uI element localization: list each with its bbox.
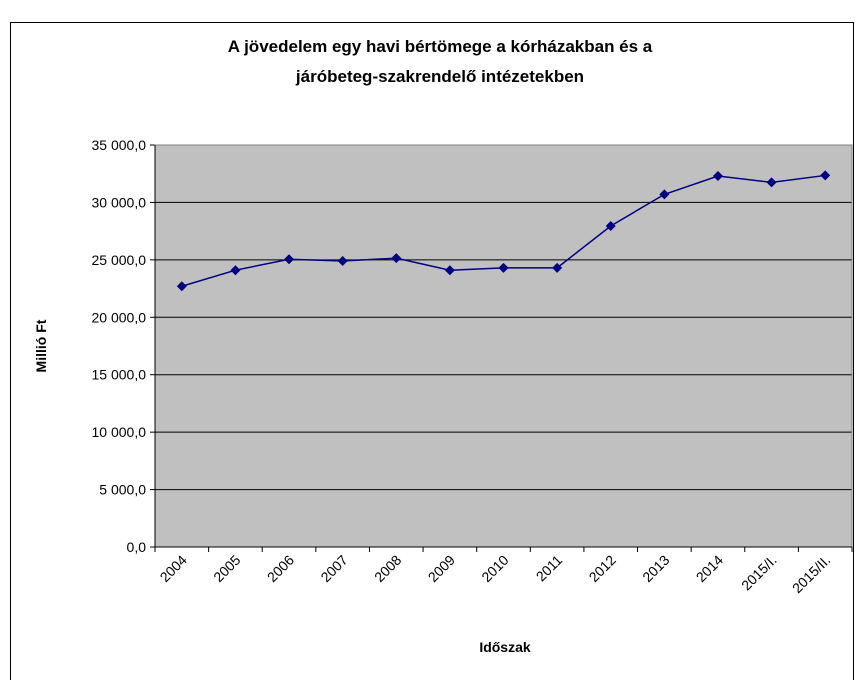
data-marker: [498, 262, 509, 273]
data-marker: [659, 189, 670, 200]
data-marker: [391, 253, 402, 264]
data-marker: [230, 265, 241, 276]
y-tick-label: 10 000,0: [92, 424, 147, 440]
plot-area: [155, 145, 852, 547]
chart-title-line: A jövedelem egy havi bértömege a kórháza…: [228, 37, 653, 56]
data-marker: [444, 265, 455, 276]
data-marker: [176, 281, 187, 292]
y-tick-label: 0,0: [127, 539, 147, 555]
chart-title-line: járóbeteg-szakrendelő intézetekben: [295, 67, 584, 86]
y-tick-label: 20 000,0: [92, 309, 147, 325]
data-marker: [605, 220, 616, 231]
data-marker: [337, 256, 348, 267]
data-marker: [766, 177, 777, 188]
data-marker: [820, 170, 831, 181]
data-marker: [552, 262, 563, 273]
y-tick-label: 5 000,0: [99, 482, 146, 498]
data-marker: [712, 171, 723, 182]
y-tick-label: 35 000,0: [92, 137, 147, 153]
x-axis-title: Időszak: [479, 639, 531, 655]
y-axis-title: Millió Ft: [33, 319, 49, 372]
y-tick-label: 30 000,0: [92, 194, 147, 210]
y-tick-label: 25 000,0: [92, 252, 147, 268]
y-tick-label: 15 000,0: [92, 367, 147, 383]
data-marker: [284, 254, 295, 265]
